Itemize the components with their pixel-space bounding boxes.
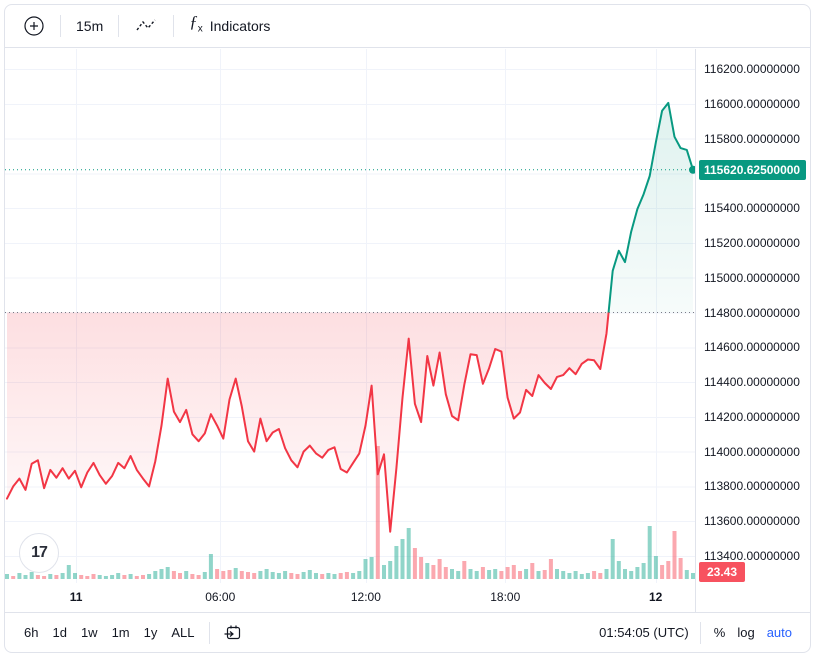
time-axis-label: 12	[648, 590, 663, 604]
separator	[208, 621, 210, 644]
price-axis-label: 114800.00000000	[704, 305, 800, 320]
separator	[118, 15, 120, 37]
range-button-1d[interactable]: 1d	[52, 625, 67, 640]
price-axis-label: 114200.00000000	[704, 409, 800, 424]
calendar-goto-icon	[224, 625, 240, 639]
chart-style-button[interactable]	[126, 11, 166, 41]
time-axis-label: 11	[69, 590, 83, 604]
chart-widget: 15m ƒx Indicators 17 115620.62500000 23.…	[4, 4, 811, 653]
goto-date-button[interactable]	[217, 620, 249, 646]
axis-corner-separator	[695, 583, 696, 612]
price-axis[interactable]: 115620.62500000 23.43 116200.00000000 116…	[695, 49, 809, 583]
auto-scale-button[interactable]: auto	[766, 625, 792, 640]
range-button-1w[interactable]: 1w	[80, 625, 98, 640]
time-axis-label: 06:00	[205, 590, 236, 604]
indicators-label: Indicators	[209, 17, 271, 34]
price-axis-label: 115800.00000000	[704, 131, 800, 146]
price-axis-label: 116000.00000000	[704, 96, 800, 111]
price-axis-label: 115200.00000000	[704, 235, 800, 250]
price-axis-label: 115000.00000000	[704, 270, 800, 285]
price-axis-label: 113800.00000000	[704, 479, 800, 494]
price-axis-label: 113600.00000000	[704, 514, 800, 529]
price-axis-label: 114600.00000000	[704, 340, 800, 355]
area-fill-down	[7, 312, 693, 532]
add-symbol-button[interactable]	[15, 11, 53, 41]
volume-bars	[5, 446, 695, 579]
percent-scale-button[interactable]: %	[713, 625, 726, 640]
last-price-badge: 115620.62500000	[699, 159, 806, 180]
price-axis-label: 116200.00000000	[704, 62, 800, 76]
price-axis-label: 113400.00000000	[704, 549, 800, 563]
volume-badge: 23.43	[699, 562, 746, 582]
price-axis-label: 115400.00000000	[704, 201, 800, 216]
tradingview-logo[interactable]: 17	[19, 533, 59, 573]
log-scale-button[interactable]: log	[737, 625, 755, 640]
time-axis-label: 12:00	[350, 590, 381, 604]
bottom-right-group: 01:54:05 (UTC) % log auto	[595, 621, 798, 644]
separator	[699, 621, 701, 644]
tradingview-logo-glyph: 17	[31, 544, 48, 561]
chart-area: 17 115620.62500000 23.43 116200.00000000…	[5, 49, 810, 583]
interval-button[interactable]: 15m	[68, 14, 111, 38]
price-axis-label: 114400.00000000	[704, 375, 800, 390]
range-button-all[interactable]: ALL	[171, 625, 195, 640]
price-line-down	[6, 312, 610, 533]
time-axis[interactable]: 11 06:00 12:00 18:00 12	[5, 583, 810, 613]
bottom-toolbar: 6h 1d 1w 1m 1y ALL 01:54:05 (UTC) % log auto	[5, 613, 810, 652]
baseline-style-icon	[134, 15, 158, 37]
separator	[173, 15, 175, 37]
plus-circle-icon	[23, 15, 45, 37]
clock[interactable]: 01:54:05 (UTC)	[599, 625, 689, 640]
indicators-button[interactable]: ƒx Indicators	[181, 11, 278, 40]
top-toolbar: 15m ƒx Indicators	[5, 5, 810, 48]
separator	[60, 15, 61, 37]
time-axis-label: 18:00	[490, 590, 521, 604]
area-fill-up	[7, 102, 693, 313]
range-button-1m[interactable]: 1m	[111, 625, 130, 640]
range-button-6h[interactable]: 6h	[24, 625, 39, 640]
interval-label: 15m	[76, 18, 104, 34]
range-button-1y[interactable]: 1y	[143, 625, 158, 640]
range-group: 6h 1d 1w 1m 1y ALL	[17, 620, 249, 646]
price-axis-label: 114000.00000000	[704, 444, 800, 459]
fx-icon: ƒx	[189, 12, 203, 35]
last-price-marker	[689, 165, 695, 174]
chart-canvas[interactable]	[5, 49, 695, 583]
